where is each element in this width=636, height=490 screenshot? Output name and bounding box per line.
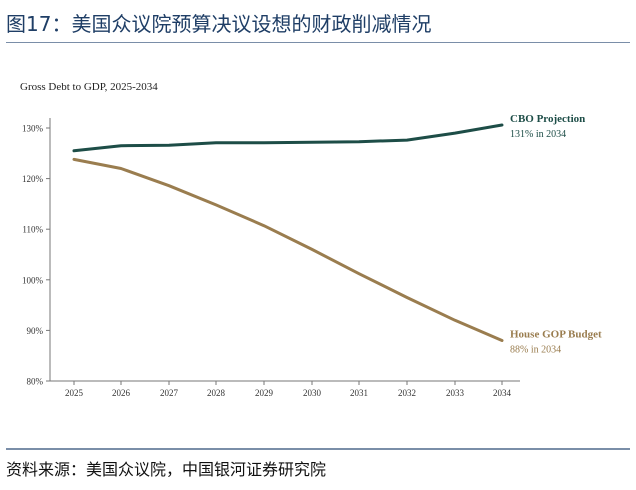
source-note: 资料来源：美国众议院，中国银河证券研究院 bbox=[6, 460, 327, 479]
x-tick-label: 2032 bbox=[398, 388, 416, 398]
top-divider bbox=[6, 42, 630, 43]
y-ticks: 80% 90% 100% 110% 120% 130% bbox=[22, 124, 50, 387]
bottom-divider bbox=[6, 448, 630, 450]
x-tick-label: 2030 bbox=[303, 388, 322, 398]
series-line-cbo-projection bbox=[72, 123, 504, 153]
y-tick-label: 130% bbox=[22, 124, 44, 134]
x-tick-label: 2031 bbox=[350, 388, 368, 398]
series-name-label: House GOP Budget bbox=[510, 329, 602, 341]
figure-title: 图17：美国众议院预算决议设想的财政削减情况 bbox=[6, 12, 432, 36]
series-layer bbox=[72, 123, 504, 342]
series-annotation-label: 88% in 2034 bbox=[510, 345, 561, 356]
series-annotation-label: 131% in 2034 bbox=[510, 129, 566, 140]
y-tick-label: 100% bbox=[22, 275, 44, 285]
x-tick-label: 2033 bbox=[446, 388, 465, 398]
x-tick-label: 2029 bbox=[255, 388, 274, 398]
chart-title: Gross Debt to GDP, 2025-2034 bbox=[20, 81, 158, 93]
series-name-label: CBO Projection bbox=[510, 113, 585, 125]
y-tick-label: 90% bbox=[27, 326, 44, 336]
series-line-house-gop-budget bbox=[72, 157, 504, 342]
y-tick-label: 110% bbox=[22, 225, 43, 235]
y-tick-label: 80% bbox=[27, 377, 44, 387]
x-tick-label: 2028 bbox=[207, 388, 226, 398]
line-chart: Gross Debt to GDP, 2025-2034 80% 90% 100% 1… bbox=[20, 81, 602, 398]
series-labels: CBO Projection 131% in 2034 House GOP Budg… bbox=[510, 113, 602, 356]
x-tick-label: 2027 bbox=[160, 388, 179, 398]
x-tick-label: 2034 bbox=[493, 388, 512, 398]
x-ticks: 2025 2026 2027 2028 2029 2030 2031 2032 2033 2034 bbox=[65, 381, 512, 398]
x-tick-label: 2025 bbox=[65, 388, 84, 398]
y-tick-label: 120% bbox=[22, 174, 44, 184]
x-tick-label: 2026 bbox=[112, 388, 131, 398]
